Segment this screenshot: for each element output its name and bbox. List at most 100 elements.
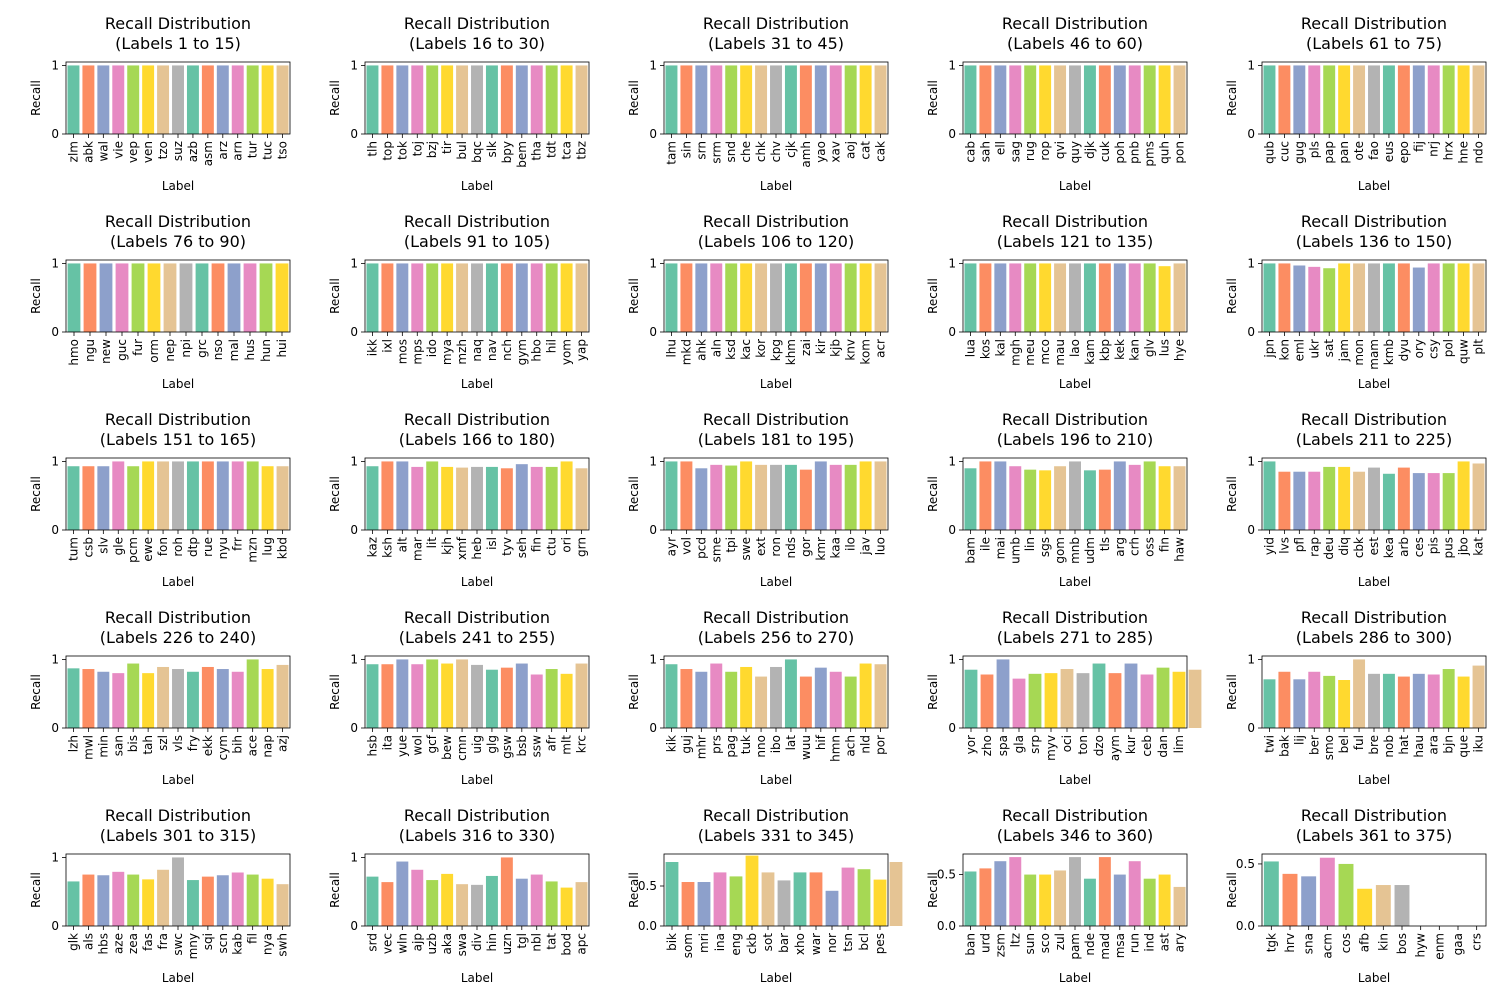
x-tick-label: tir [440,141,454,154]
x-tick-label: sot [761,933,775,952]
bar-nep [163,263,177,332]
x-tick-label: yue [395,735,409,757]
x-tick-label: lus [1158,339,1172,356]
bar-hye [1173,263,1186,332]
y-tick-label: 0 [51,127,59,141]
x-tick-label: tgl [515,933,529,949]
x-tick-label: kab [231,933,245,955]
bar-cab [964,65,977,134]
bar-mam [1368,263,1380,332]
y-axis-label: Recall [627,80,641,116]
bar-tgl [515,878,528,926]
x-tick-label: fra [156,933,170,950]
bar-lug [261,466,274,530]
x-tick-label: lua [963,339,977,357]
x-tick-label: sag [1008,141,1022,162]
bar-wol [411,664,424,728]
x-tick-label: bar [777,933,791,953]
x-tick-label: acr [874,339,888,358]
bar-eng [729,876,743,926]
x-tick-label: pag [724,735,738,758]
x-tick-label: srn [694,141,708,160]
x-tick-label: kaz [365,537,379,557]
y-tick-label: 0 [649,523,657,537]
bar-ngu [83,263,97,332]
x-tick-label: kon [1277,339,1291,360]
x-tick-label: zea [126,933,140,954]
recall-chart-4: Recall Distribution(Labels 46 to 60) 0 1 Re… [926,14,1188,193]
chart-title-line2: (Labels 31 to 45) [708,34,844,53]
x-tick-label: nno [754,735,768,758]
bar-bak [1278,671,1291,728]
y-tick-label: 1 [1247,256,1255,270]
x-tick-label: ilo [844,537,858,551]
bar-pus [1442,473,1455,530]
bar-mau [1054,263,1067,332]
bar-hmn [829,671,842,728]
x-tick-label: afb [1358,933,1372,952]
bar-sin [680,65,693,134]
x-tick-label: dyu [1397,339,1411,361]
x-tick-label: dzo [1092,735,1106,756]
x-tick-label: hsb [365,735,379,756]
bar-mgh [1009,263,1022,332]
bar-pnb [1128,65,1141,134]
x-tick-label: aln [709,339,723,357]
bar-est [1368,467,1380,530]
bar-pms [1143,65,1156,134]
x-tick-label: kbp [1098,339,1112,361]
x-tick-label: hbo [530,339,544,362]
x-tick-label: aka [440,933,454,954]
y-tick-label: 1 [948,454,956,468]
bar-roh [172,461,184,530]
bar-nbl [530,874,543,926]
bar-tbz [575,65,588,134]
chart-title-line2: (Labels 151 to 165) [100,430,256,449]
x-axis-label: Label [1059,377,1091,391]
x-tick-label: ron [769,537,783,557]
bar-fon [157,461,170,530]
bar-kpg [770,263,782,332]
x-tick-label: pes [873,933,887,954]
x-tick-label: top [380,141,394,161]
bar-pan [1338,65,1351,134]
bar-hsb [366,664,379,728]
chart-title-line2: (Labels 166 to 180) [399,430,555,449]
x-tick-label: spa [996,735,1010,756]
x-tick-label: gor [799,537,813,557]
x-tick-label: guj [679,735,693,754]
x-tick-label: che [739,141,753,163]
bar-ces [1412,473,1425,530]
bar-dyu [1397,263,1410,332]
chart-title-line1: Recall Distribution [1002,608,1148,627]
bar-ind [1143,878,1156,926]
bar-ori [560,461,573,530]
bar-bis [127,663,140,728]
x-tick-label: est [1367,537,1381,556]
x-tick-label: suz [171,141,185,161]
x-tick-label: uzn [500,933,514,955]
bar-gsw [500,667,513,728]
x-tick-label: ksd [724,339,738,360]
bar-vep [127,65,140,134]
x-tick-label: bcl [857,933,871,951]
chart-title-line2: (Labels 316 to 330) [399,826,555,845]
x-tick-label: cab [963,141,977,163]
recall-chart-5: Recall Distribution(Labels 61 to 75) 0 1 Re… [1225,14,1487,193]
bar-dtp [186,461,199,530]
y-axis-label: Recall [926,278,940,314]
x-tick-label: meu [1023,339,1037,366]
x-tick-label: nya [261,933,275,955]
bar-mwl [82,669,95,728]
x-tick-label: gym [515,339,529,365]
bar-fin [1158,466,1171,530]
bar-tpi [725,465,738,530]
bar-lim [1172,671,1186,728]
y-tick-label: 1 [350,652,358,666]
bar-bem [515,65,528,134]
x-tick-label: hmn [829,735,843,762]
bar-ewe [142,461,155,530]
bar-azb [186,65,199,134]
bar-ile [979,461,992,530]
x-tick-label: oss [1143,537,1157,557]
